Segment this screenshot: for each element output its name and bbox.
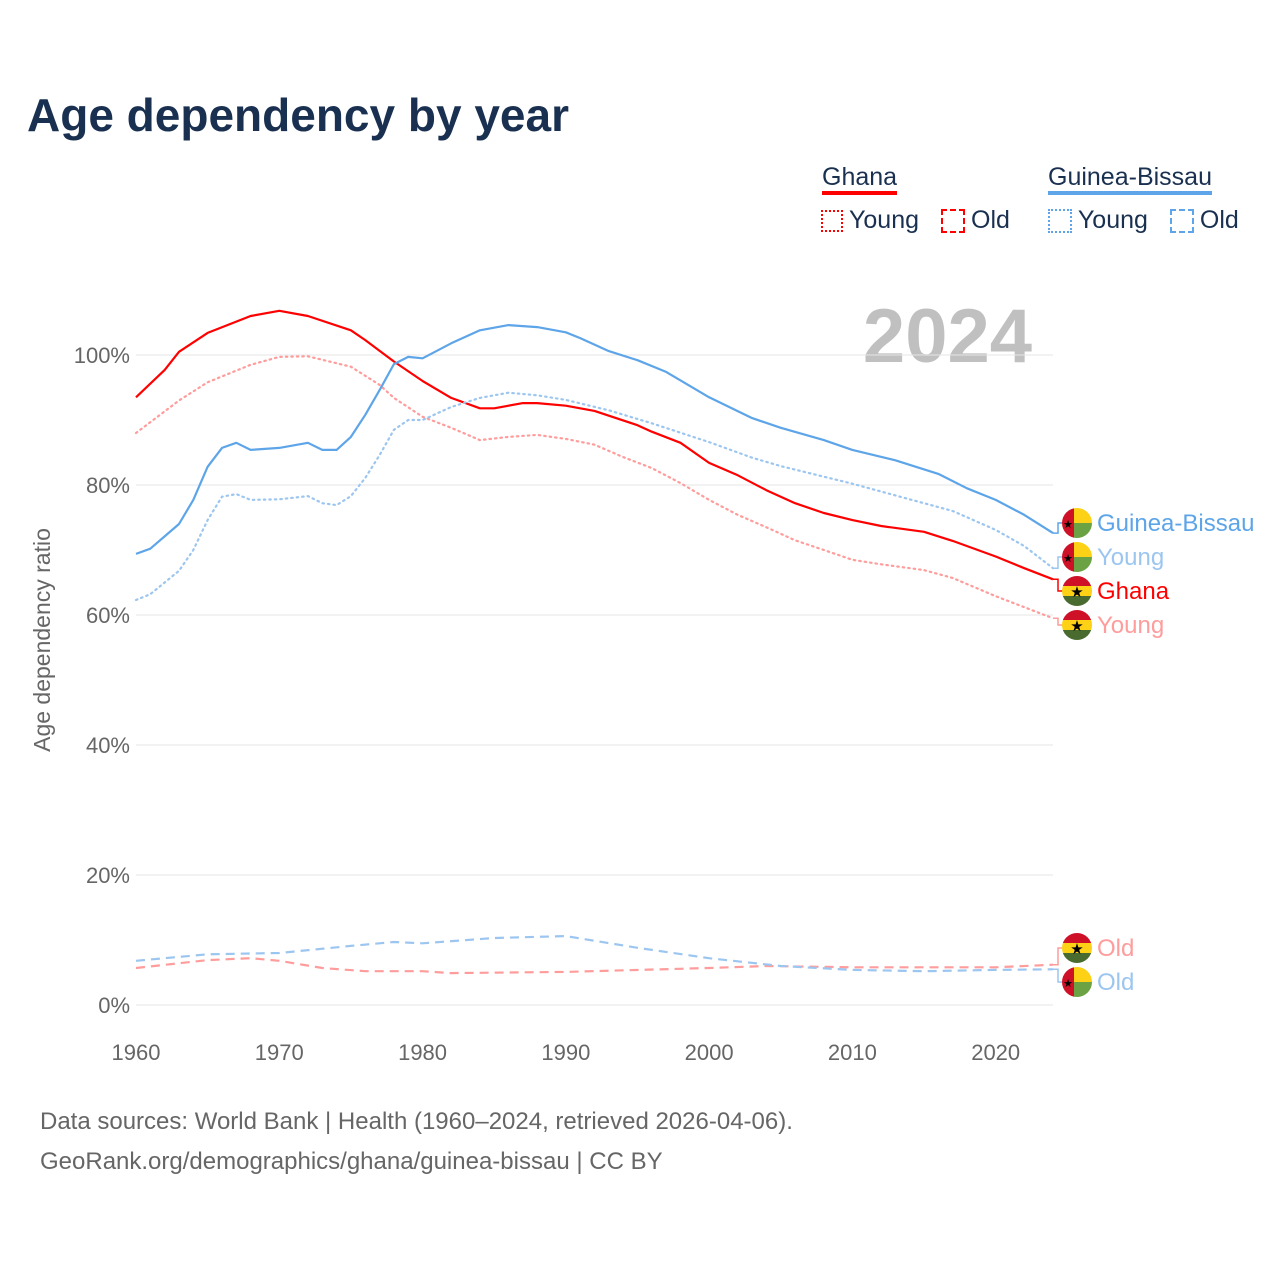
ghana-flag-icon: ★ <box>1062 610 1092 640</box>
series-line-ghana-old <box>135 957 1054 975</box>
guinea-bissau-flag-icon: ★ <box>1062 542 1092 572</box>
legend-group-guinea-bissau: Guinea-Bissau <box>1048 163 1212 195</box>
y-tick-label: 60% <box>86 603 130 628</box>
label-connector <box>1053 947 1064 966</box>
legend-gb-young: Young <box>1077 206 1148 234</box>
label-connector <box>1053 617 1064 626</box>
end-label: Young <box>1097 544 1164 571</box>
svg-text:★: ★ <box>1063 553 1073 565</box>
svg-text:★: ★ <box>1063 519 1073 531</box>
legend-title-ghana: Ghana <box>822 163 898 195</box>
guinea-bissau-flag-icon: ★ <box>1062 508 1092 538</box>
y-tick-label: 20% <box>86 863 130 888</box>
end-label: Young <box>1097 612 1164 639</box>
end-label: Old <box>1097 935 1134 962</box>
legend-gb-old: Old <box>1199 206 1239 234</box>
svg-text:★: ★ <box>1070 618 1083 635</box>
x-tick-label: 2020 <box>971 1040 1020 1065</box>
x-tick-label: 2010 <box>828 1040 877 1065</box>
x-tick-label: 1990 <box>541 1040 590 1065</box>
dashed-swatch-icon <box>941 208 965 233</box>
series-line-guinea-bissau <box>135 324 1054 555</box>
ghana-flag-icon: ★ <box>1062 576 1092 606</box>
svg-text:★: ★ <box>1063 978 1073 990</box>
x-tick-label: 1980 <box>398 1040 447 1065</box>
y-tick-label: 80% <box>86 473 130 498</box>
y-tick-label: 100% <box>74 343 130 368</box>
legend-group-ghana: Ghana <box>822 163 898 195</box>
series-line-ghana-young <box>134 355 1055 620</box>
end-label: Old <box>1097 969 1134 996</box>
svg-text:★: ★ <box>1070 584 1083 601</box>
dotted-swatch-icon <box>821 209 843 232</box>
dashed-swatch-icon <box>1169 208 1194 233</box>
guinea-bissau-flag-icon: ★ <box>1062 967 1092 997</box>
end-label: Ghana <box>1097 578 1170 605</box>
series-line-ghana <box>135 309 1054 581</box>
y-axis-label: Age dependency ratio <box>29 528 55 752</box>
svg-text:★: ★ <box>1070 941 1083 958</box>
label-connector <box>1053 578 1064 592</box>
legend-ghana-young: Young <box>849 206 919 234</box>
label-connector <box>1053 968 1064 983</box>
series-line-guinea-bissau-old <box>135 935 1054 973</box>
chart-title: Age dependency by year <box>27 89 569 141</box>
series-line-guinea-bissau-young <box>134 391 1055 602</box>
source-line-1: Data sources: World Bank | Health (1960–… <box>40 1108 793 1135</box>
line-chart: 2024 0% 20% 40% 60% 80% 100% 1960 1970 1980 1990 2… <box>29 294 1254 1065</box>
x-tick-label: 2000 <box>685 1040 734 1065</box>
legend-ghana-old: Old <box>971 206 1010 234</box>
legend-title-guinea-bissau: Guinea-Bissau <box>1048 163 1212 195</box>
x-tick-label: 1970 <box>255 1040 304 1065</box>
x-tick-label: 1960 <box>112 1040 161 1065</box>
legend-items: Young Old Young Old <box>821 206 1239 235</box>
y-tick-label: 40% <box>86 733 130 758</box>
year-watermark: 2024 <box>863 294 1032 379</box>
end-label: Guinea-Bissau <box>1097 510 1254 537</box>
label-connector <box>1053 556 1064 569</box>
source-line-2: GeoRank.org/demographics/ghana/guinea-bi… <box>40 1148 663 1175</box>
dotted-swatch-icon <box>1047 208 1072 233</box>
y-tick-label: 0% <box>98 993 130 1018</box>
label-connector <box>1053 522 1064 534</box>
ghana-flag-icon: ★ <box>1062 933 1092 963</box>
